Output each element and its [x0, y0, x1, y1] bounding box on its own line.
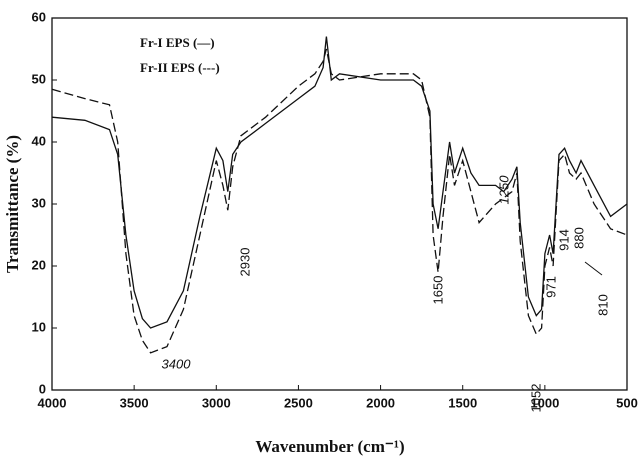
- peak-annotation: 810: [595, 294, 610, 316]
- y-tick-label: 60: [32, 9, 46, 24]
- x-tick-label: 3500: [120, 395, 149, 410]
- y-tick-label: 30: [32, 195, 46, 210]
- peak-annotation: 1650: [430, 276, 445, 305]
- y-axis-title: Transmittance (%): [3, 135, 22, 273]
- x-axis-title: Wavenumber (cm⁻¹): [255, 437, 404, 456]
- x-tick-label: 4000: [38, 395, 67, 410]
- x-tick-label: 3000: [202, 395, 231, 410]
- peak-annotation: 3400: [162, 356, 192, 371]
- peak-annotation: 914: [556, 229, 571, 251]
- y-tick-label: 50: [32, 71, 46, 86]
- peak-annotation: 1052: [528, 384, 543, 413]
- legend-label: Fr-I EPS (—): [140, 35, 215, 50]
- y-tick-label: 20: [32, 257, 46, 272]
- spectrum-line: [52, 49, 627, 353]
- peak-annotation: 2930: [237, 248, 252, 277]
- y-tick-label: 40: [32, 133, 46, 148]
- leader-line: [585, 262, 602, 275]
- x-tick-label: 1500: [448, 395, 477, 410]
- x-tick-label: 500: [616, 395, 638, 410]
- legend-label: Fr-II EPS (---): [140, 60, 220, 75]
- x-tick-label: 2500: [284, 395, 313, 410]
- peak-annotation: 971: [543, 276, 558, 298]
- y-tick-label: 0: [39, 381, 46, 396]
- peak-annotation: 1250: [496, 175, 511, 205]
- x-tick-label: 2000: [366, 395, 395, 410]
- peak-annotation: 880: [571, 227, 586, 249]
- y-tick-label: 10: [32, 319, 46, 334]
